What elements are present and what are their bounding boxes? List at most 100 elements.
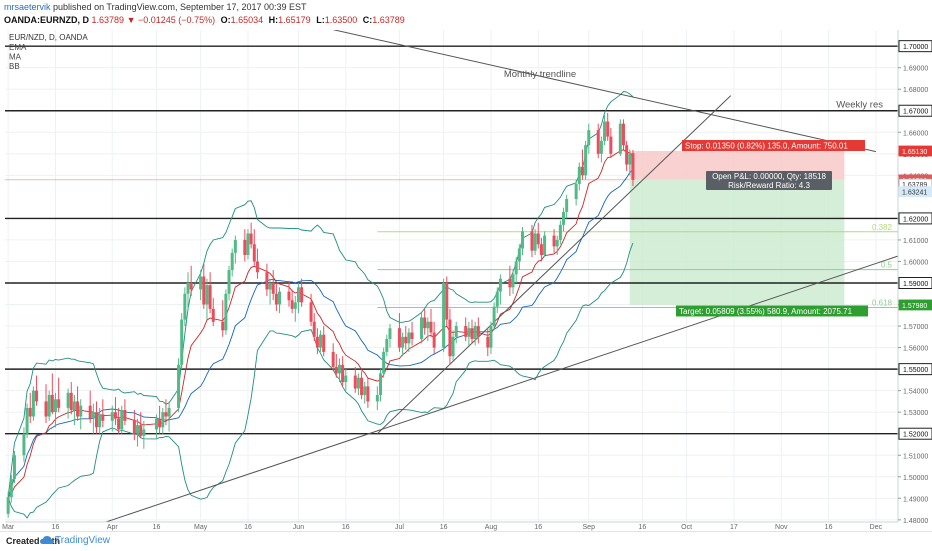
footer: Created with TradingView xyxy=(0,531,932,551)
level-price-box xyxy=(898,427,932,440)
bearish-candle xyxy=(315,336,319,348)
author-link[interactable]: mrsaetervik xyxy=(4,2,51,12)
risk-reward-text: Risk/Reward Ratio: 4.3 xyxy=(728,181,810,190)
bearish-candle xyxy=(341,364,345,383)
trendline xyxy=(105,255,898,522)
bearish-candle xyxy=(243,239,247,256)
ema-line xyxy=(7,149,634,498)
open-key: O: xyxy=(220,15,231,25)
bearish-candle xyxy=(631,153,635,180)
bullish-candle xyxy=(91,412,95,419)
bullish-candle xyxy=(520,231,524,249)
bullish-candle xyxy=(246,233,250,256)
bearish-candle xyxy=(429,321,433,333)
bullish-candle xyxy=(577,166,581,184)
bearish-candle xyxy=(265,272,269,290)
close-value: 1.63789 xyxy=(372,15,405,25)
bearish-candle xyxy=(423,317,427,329)
position-info: Open P&L: 0.00000, Qty: 18518Risk/Reward… xyxy=(706,171,832,190)
bullish-candle xyxy=(473,326,477,339)
bullish-candle xyxy=(385,338,389,352)
bearish-candle xyxy=(625,145,629,165)
bearish-candle xyxy=(530,231,534,251)
bullish-candle xyxy=(498,278,502,292)
bearish-candle xyxy=(476,326,480,337)
bearish-candle xyxy=(290,300,294,309)
x-tick-label: 16 xyxy=(440,524,448,531)
bearish-candle xyxy=(88,405,92,419)
fib-level-label: 0.382 xyxy=(872,223,893,232)
bullish-candle xyxy=(278,291,282,305)
y-tick-label: 1.54000 xyxy=(903,389,928,396)
bearish-candle xyxy=(255,261,259,273)
x-tick-label: 17 xyxy=(730,524,738,531)
open-value: 1.65034 xyxy=(230,15,264,25)
bullish-candle xyxy=(9,478,13,498)
bullish-candle xyxy=(562,211,566,225)
bullish-candle xyxy=(224,293,228,331)
tradingview-logo-icon xyxy=(40,536,54,544)
y-tick-label: 1.49000 xyxy=(903,496,928,503)
bullish-candle xyxy=(183,293,187,320)
price-tag-label: 1.65130 xyxy=(902,149,927,156)
low-key: L: xyxy=(316,15,325,25)
tradingview-brand[interactable]: TradingView xyxy=(55,535,111,546)
y-tick-label: 1.60000 xyxy=(903,259,928,266)
x-tick-label: 16 xyxy=(534,524,542,531)
bearish-candle xyxy=(95,412,99,428)
bearish-candle xyxy=(309,302,313,322)
trendline xyxy=(377,95,732,435)
bearish-candle xyxy=(132,420,136,434)
fib-level-label: 0.618 xyxy=(872,299,893,308)
bullish-candle xyxy=(618,123,622,154)
bullish-candle xyxy=(142,429,146,436)
bearish-candle xyxy=(57,399,61,408)
x-tick-label: 16 xyxy=(825,524,833,531)
symbol-label: OANDA:EURNZD, D xyxy=(4,15,89,25)
bearish-candle xyxy=(101,414,105,421)
bullish-candle xyxy=(296,287,300,303)
bearish-candle xyxy=(621,123,625,146)
bullish-candle xyxy=(533,233,537,251)
bullish-candle xyxy=(356,377,360,389)
bearish-candle xyxy=(331,351,335,367)
target-label-box xyxy=(676,305,868,317)
bearish-candle xyxy=(139,425,143,436)
bullish-candle xyxy=(230,252,234,271)
bullish-candle xyxy=(420,317,424,339)
bullish-candle xyxy=(66,392,70,408)
bearish-candle xyxy=(486,336,490,348)
target-label-text: Target: 0.05809 (3.55%) 580.9, Amount: 2… xyxy=(679,307,853,316)
bearish-candle xyxy=(28,407,32,417)
y-tick-label: 1.62000 xyxy=(903,216,928,223)
y-tick-label: 1.53000 xyxy=(903,410,928,417)
bullish-candle xyxy=(517,248,521,262)
monthly-trendline-label: Monthly trendline xyxy=(504,69,576,80)
bullish-candle xyxy=(120,410,124,430)
bearish-candle xyxy=(432,332,436,348)
bullish-candle xyxy=(53,399,57,413)
x-tick-label: May xyxy=(194,524,208,531)
publish-text: published on TradingView.com, September … xyxy=(53,2,307,12)
bearish-candle xyxy=(448,319,452,357)
bearish-candle xyxy=(536,233,540,245)
x-tick-label: Dec xyxy=(870,524,883,531)
bullish-candle xyxy=(451,336,455,357)
position-info-box xyxy=(706,171,832,190)
bearish-candle xyxy=(76,401,80,417)
y-tick-label: 1.56000 xyxy=(903,346,928,353)
price-tag-box xyxy=(898,186,932,198)
candlestick-chart[interactable]: 0.382 0.5 0.618 Monthly trendline Weekly res… xyxy=(0,0,932,531)
bearish-candle xyxy=(300,287,304,303)
bullish-candle xyxy=(31,390,35,417)
bullish-candle xyxy=(233,239,237,253)
bullish-candle xyxy=(407,332,411,344)
bullish-candle xyxy=(199,276,203,290)
bearish-candle xyxy=(470,328,474,339)
created-with-text: Created with xyxy=(6,536,61,546)
bullish-candle xyxy=(558,224,562,240)
bullish-candle xyxy=(293,302,297,309)
bullish-candle xyxy=(574,183,578,200)
level-price-box xyxy=(898,276,932,289)
